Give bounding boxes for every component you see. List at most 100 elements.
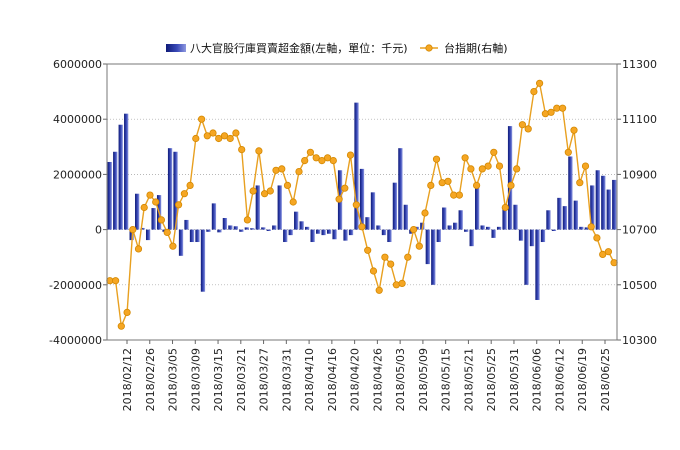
- bar: [370, 192, 376, 230]
- bar: [513, 204, 518, 230]
- line-point: [255, 147, 263, 155]
- bar: [606, 189, 611, 230]
- bar: [135, 193, 140, 230]
- left-tick-label: -2000000: [49, 279, 102, 292]
- bar: [173, 151, 178, 230]
- line-point: [387, 260, 395, 268]
- line-point: [484, 162, 492, 170]
- x-tick-label: 2018/05/31: [508, 348, 521, 411]
- line-point: [335, 195, 343, 203]
- line-point: [358, 223, 366, 231]
- bar: [217, 229, 222, 233]
- x-tick-label: 2018/05/09: [417, 348, 430, 411]
- line-point: [369, 267, 378, 275]
- x-tick-label: 2018/03/21: [235, 348, 248, 411]
- legend: 八大官股行庫買賣超金額(左軸，單位：千元) 台指期(右軸): [166, 41, 508, 55]
- line-point: [604, 248, 613, 256]
- bar: [118, 124, 123, 230]
- left-tick-label: -4000000: [49, 334, 102, 347]
- bar: [354, 102, 359, 230]
- bar: [529, 229, 535, 247]
- line-point: [140, 203, 148, 212]
- line-point: [226, 134, 234, 143]
- bar: [436, 229, 441, 243]
- line-point: [238, 146, 246, 154]
- right-tick-label: 10300: [622, 334, 657, 347]
- line-point: [117, 322, 125, 330]
- line-point: [535, 79, 544, 87]
- line-point: [163, 228, 171, 236]
- x-tick-label: 2018/05/21: [462, 348, 475, 411]
- line-point: [587, 223, 595, 231]
- right-tick-label: 11100: [622, 113, 657, 126]
- line-point: [461, 154, 469, 162]
- bar: [129, 229, 134, 241]
- line-point: [232, 129, 240, 137]
- x-tick-label: 2018/06/25: [599, 348, 612, 411]
- line-point: [490, 148, 498, 156]
- bar: [568, 156, 573, 230]
- bar: [211, 203, 217, 230]
- line-point: [438, 179, 446, 187]
- bar: [376, 225, 381, 230]
- line-point: [444, 177, 452, 185]
- x-tick-label: 2018/05/25: [485, 348, 498, 411]
- line-point: [249, 187, 257, 195]
- bar: [562, 206, 568, 230]
- line-point: [467, 165, 475, 173]
- right-tick-label: 11300: [622, 58, 657, 71]
- bar: [442, 207, 447, 230]
- line-point: [513, 165, 521, 173]
- line-point: [576, 179, 584, 187]
- bar: [546, 210, 551, 230]
- line-point: [524, 125, 532, 133]
- left-tick-label: 6000000: [53, 58, 102, 71]
- line-point: [272, 166, 280, 174]
- bar: [283, 229, 288, 243]
- x-tick-label: 2018/03/05: [167, 348, 180, 411]
- right-tick-label: 10500: [622, 279, 657, 292]
- bar: [524, 229, 529, 285]
- line-point: [581, 162, 590, 170]
- line-point: [266, 187, 274, 195]
- left-tick-label: 4000000: [53, 113, 102, 126]
- bar: [518, 229, 524, 241]
- bar: [502, 206, 507, 230]
- axes: -4000000 -2000000 0 2000000 4000000 6000000 10…: [49, 58, 657, 411]
- x-tick-label: 2018/02/26: [144, 348, 157, 411]
- bar: [551, 229, 557, 231]
- bar: [595, 170, 600, 230]
- line-point: [112, 277, 120, 285]
- bar: [189, 229, 195, 243]
- line-point: [323, 154, 332, 162]
- bar: [299, 221, 304, 230]
- bar: [184, 219, 189, 230]
- bar: [612, 179, 617, 230]
- x-tick-label: 2018/05/03: [394, 348, 407, 411]
- bar: [496, 226, 502, 230]
- line-point: [278, 165, 286, 173]
- bar: [507, 126, 513, 230]
- x-tick-label: 2018/03/09: [189, 348, 202, 411]
- bar: [573, 200, 579, 230]
- line-point: [518, 121, 527, 129]
- line-point: [530, 88, 538, 96]
- bar: [381, 229, 387, 236]
- bar: [222, 218, 228, 230]
- bar: [332, 229, 337, 240]
- line-point: [375, 286, 383, 294]
- line-point: [599, 250, 607, 258]
- bar: [431, 229, 436, 285]
- x-tick-label: 2018/03/31: [280, 348, 293, 411]
- right-tick-label: 10700: [622, 224, 657, 237]
- line-point: [409, 226, 418, 234]
- legend-line-label: 台指期(右軸): [444, 41, 508, 55]
- bar: [365, 217, 370, 230]
- line-point: [220, 132, 229, 140]
- bar: [392, 182, 398, 230]
- line-point: [318, 157, 326, 165]
- bar: [453, 222, 458, 230]
- left-tick-label: 0: [95, 224, 102, 237]
- x-tick-label: 2018/04/26: [371, 348, 384, 411]
